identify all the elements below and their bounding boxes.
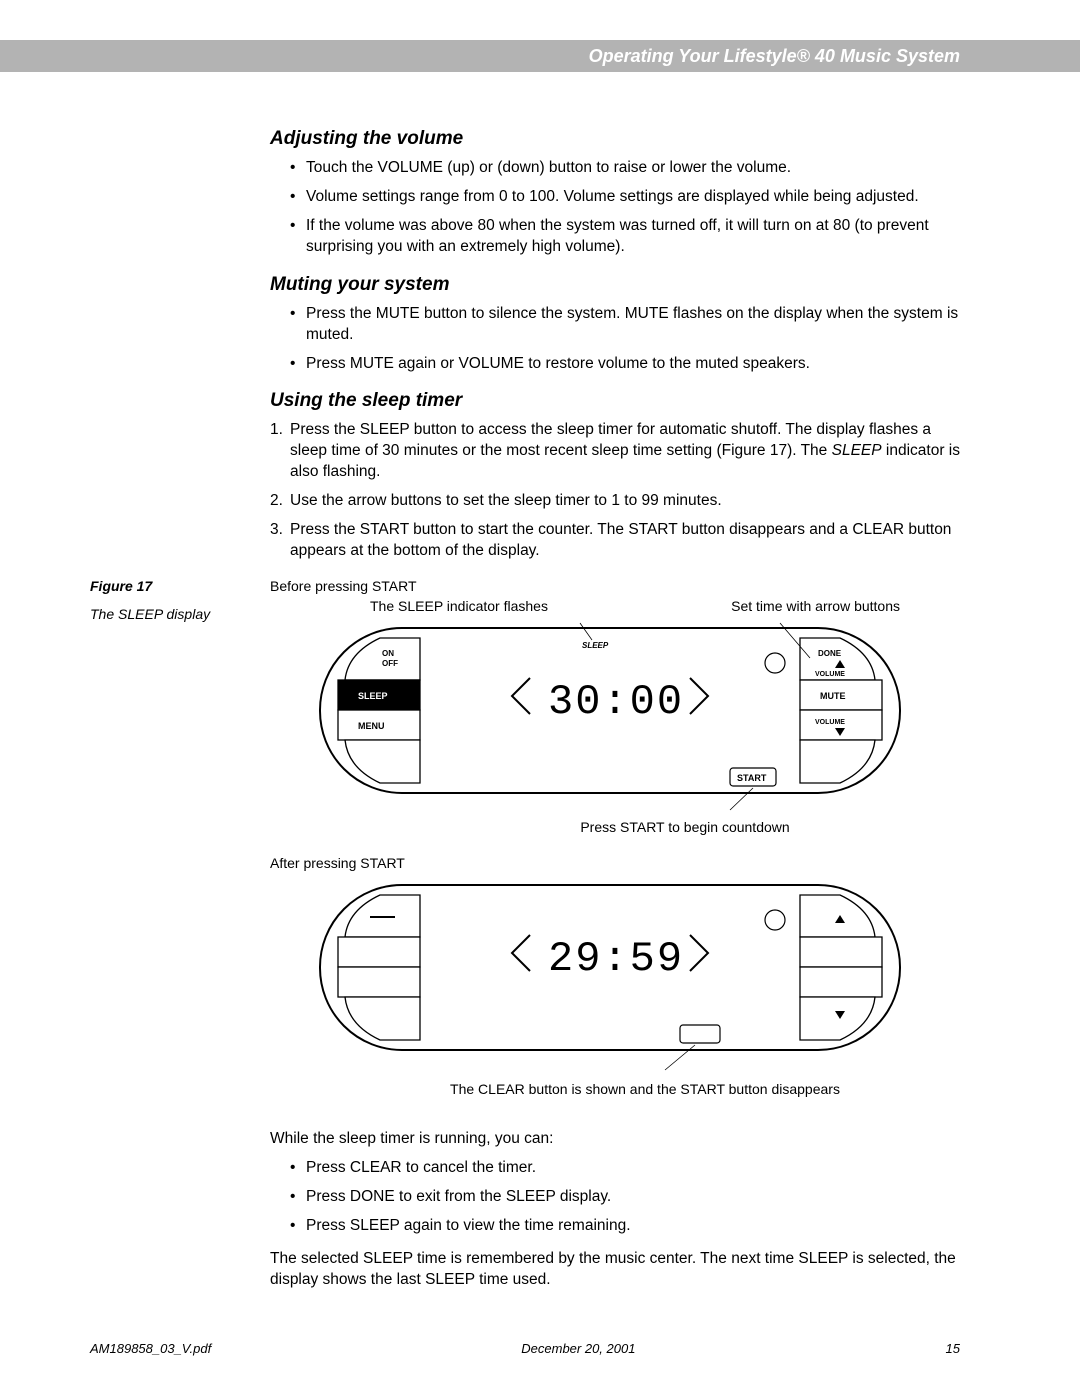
bullet: Press SLEEP again to view the time remai… xyxy=(290,1216,960,1237)
svg-text:MENU: MENU xyxy=(358,721,385,731)
bullet: Press MUTE again or VOLUME to restore vo… xyxy=(290,354,960,375)
figure-number: Figure 17 xyxy=(90,578,270,594)
muting-bullets: Press the MUTE button to silence the sys… xyxy=(290,304,960,375)
figure-17: Figure 17 The SLEEP display Before press… xyxy=(90,578,960,1117)
press-start-label: Press START to begin countdown xyxy=(410,819,960,835)
bullet: Touch the VOLUME (up) or (down) button t… xyxy=(290,158,960,179)
footer-page: 15 xyxy=(946,1341,960,1356)
sleep-display-before: ON OFF SLEEP MENU DONE VOLUME MUTE VOLUM… xyxy=(310,618,910,813)
bullet: Press CLEAR to cancel the timer. xyxy=(290,1158,960,1179)
bullet: Press the MUTE button to silence the sys… xyxy=(290,304,960,346)
heading-volume: Adjusting the volume xyxy=(270,128,960,150)
step: Press the SLEEP button to access the sle… xyxy=(270,420,960,483)
page-header: Operating Your Lifestyle® 40 Music Syste… xyxy=(0,40,1080,72)
time-display-2: 29:59 xyxy=(548,935,684,983)
running-closing: The selected SLEEP time is remembered by… xyxy=(270,1249,960,1291)
page-footer: AM189858_03_V.pdf December 20, 2001 15 xyxy=(0,1341,1080,1386)
running-bullets: Press CLEAR to cancel the timer. Press D… xyxy=(290,1158,960,1237)
bullet: Volume settings range from 0 to 100. Vol… xyxy=(290,187,960,208)
sleep-steps: Press the SLEEP button to access the sle… xyxy=(270,420,960,562)
before-label: Before pressing START xyxy=(270,578,960,594)
heading-sleep: Using the sleep timer xyxy=(270,390,960,412)
clear-shown-label: The CLEAR button is shown and the START … xyxy=(330,1081,960,1097)
sleep-display-after: 29:59 xyxy=(310,875,910,1075)
step: Use the arrow buttons to set the sleep t… xyxy=(270,491,960,512)
svg-text:SLEEP: SLEEP xyxy=(582,641,609,650)
bullet: If the volume was above 80 when the syst… xyxy=(290,216,960,258)
figure-caption: The SLEEP display xyxy=(90,606,270,622)
running-intro: While the sleep timer is running, you ca… xyxy=(270,1129,960,1150)
page-content: Adjusting the volume Touch the VOLUME (u… xyxy=(0,72,1080,1311)
after-label: After pressing START xyxy=(270,855,960,871)
volume-bullets: Touch the VOLUME (up) or (down) button t… xyxy=(290,158,960,258)
heading-muting: Muting your system xyxy=(270,274,960,296)
figure-label: Figure 17 The SLEEP display xyxy=(90,578,270,1117)
sleep-indicator-label: The SLEEP indicator flashes xyxy=(370,598,548,614)
header-title: Operating Your Lifestyle® 40 Music Syste… xyxy=(589,46,960,67)
sleep-italic: SLEEP xyxy=(832,442,882,459)
set-time-label: Set time with arrow buttons xyxy=(731,598,900,614)
svg-text:OFF: OFF xyxy=(382,659,398,668)
svg-text:DONE: DONE xyxy=(818,649,842,658)
svg-text:MUTE: MUTE xyxy=(820,691,846,701)
annotation-row: The SLEEP indicator flashes Set time wit… xyxy=(370,598,900,614)
svg-text:VOLUME: VOLUME xyxy=(815,671,845,678)
footer-file: AM189858_03_V.pdf xyxy=(90,1341,211,1356)
svg-text:SLEEP: SLEEP xyxy=(358,691,388,701)
svg-text:VOLUME: VOLUME xyxy=(815,719,845,726)
time-display-1: 30:00 xyxy=(548,678,684,726)
figure-body: Before pressing START The SLEEP indicato… xyxy=(270,578,960,1117)
footer-date: December 20, 2001 xyxy=(521,1341,635,1356)
step: Press the START button to start the coun… xyxy=(270,520,960,562)
svg-text:ON: ON xyxy=(382,649,394,658)
bullet: Press DONE to exit from the SLEEP displa… xyxy=(290,1187,960,1208)
svg-text:START: START xyxy=(737,773,767,783)
